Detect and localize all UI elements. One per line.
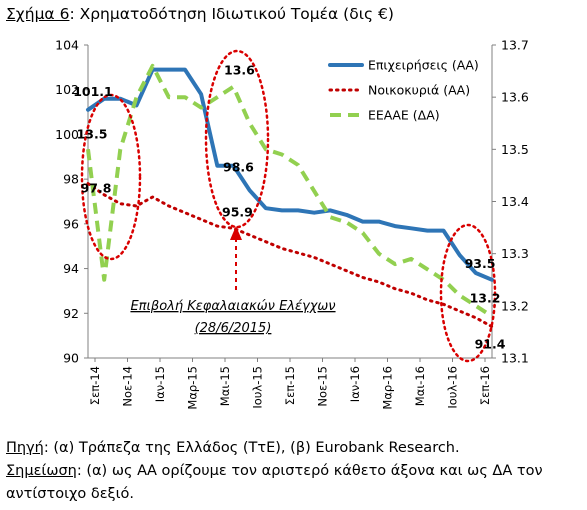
series-line-3 bbox=[86, 63, 494, 318]
left-tick-label: 98 bbox=[63, 172, 79, 187]
source-line: Πηγή: (α) Τράπεζα της Ελλάδος (ΤτΕ), (β)… bbox=[6, 437, 576, 460]
left-tick-label: 100 bbox=[55, 127, 79, 142]
x-tick-label: Σεπ-15 bbox=[283, 366, 297, 405]
x-tick-label: Ιαν-16 bbox=[348, 366, 362, 402]
left-tick-label: 92 bbox=[63, 306, 79, 321]
annotation-line-1: Επιβολή Κεφαλαιακών Ελέγχων bbox=[130, 299, 335, 314]
x-tick-label: Μαι-15 bbox=[218, 366, 232, 406]
data-label: 101.1 bbox=[73, 84, 113, 99]
note-text: : (α) ως ΑΑ ορίζουμε τον αριστερό κάθετο… bbox=[6, 463, 543, 502]
data-label: 13.5 bbox=[77, 126, 108, 141]
note-label: Σημείωση bbox=[6, 463, 77, 479]
series-line-2 bbox=[86, 182, 494, 329]
annotation-arrow-head bbox=[230, 226, 242, 240]
source-text: : (α) Τράπεζα της Ελλάδος (ΤτΕ), (β) Eur… bbox=[43, 440, 460, 456]
left-tick-label: 102 bbox=[55, 82, 79, 97]
highlight-ellipse-2 bbox=[204, 49, 270, 229]
legend: Επιχειρήσεις (ΑΑ) Νοικοκυριά (ΑΑ) ΕΕΑΑΕ (Δ… bbox=[328, 58, 479, 123]
x-tick-label: Νοε-15 bbox=[316, 366, 330, 407]
data-label: 98.6 bbox=[223, 160, 254, 175]
annotation: Επιβολή Κεφαλαιακών Ελέγχων (28/6/2015) bbox=[130, 226, 336, 336]
x-tick-label: Μαρ-16 bbox=[381, 366, 395, 410]
series-line-1 bbox=[86, 67, 494, 282]
highlight-ellipse-3 bbox=[439, 223, 497, 363]
legend-label: Νοικοκυριά (ΑΑ) bbox=[368, 83, 470, 98]
right-tick-label: 13.3 bbox=[501, 246, 529, 261]
x-tick-label: Ιουλ-15 bbox=[251, 366, 265, 409]
left-tick-label: 90 bbox=[63, 351, 79, 366]
right-tick-label: 13.7 bbox=[501, 38, 529, 53]
data-label: 95.9 bbox=[222, 204, 253, 219]
x-tick-label: Μαρ-15 bbox=[186, 366, 200, 410]
data-label: 93.5 bbox=[465, 256, 496, 271]
data-labels: 101.1 13.5 97.8 13.6 98.6 95.9 93.5 13.2 91.4 bbox=[73, 63, 505, 352]
left-tick-label: 104 bbox=[55, 38, 79, 53]
right-tick-label: 13.2 bbox=[501, 298, 529, 313]
x-tick-label: Νοε-14 bbox=[121, 366, 135, 407]
highlight-ellipses bbox=[80, 49, 497, 363]
highlight-ellipse-1 bbox=[80, 93, 142, 261]
chart-title: Σχήμα 6: Χρηματοδότηση Ιδιωτικού Τομέα (… bbox=[6, 5, 394, 23]
line-chart: 909294969810010210413.113.213.313.413.51… bbox=[55, 38, 529, 410]
left-tick-label: 94 bbox=[63, 261, 79, 276]
footer: Πηγή: (α) Τράπεζα της Ελλάδος (ΤτΕ), (β)… bbox=[6, 437, 576, 506]
right-tick-label: 13.5 bbox=[501, 142, 529, 157]
legend-label: ΕΕΑΑΕ (ΔΑ) bbox=[368, 108, 440, 123]
note-line: Σημείωση: (α) ως ΑΑ ορίζουμε τον αριστερ… bbox=[6, 460, 576, 506]
x-tick-label: Ιαν-15 bbox=[153, 366, 167, 402]
title-label: Σχήμα 6 bbox=[6, 5, 70, 23]
right-tick-label: 13.1 bbox=[501, 351, 529, 366]
data-label: 13.2 bbox=[470, 290, 501, 305]
series-lines bbox=[86, 63, 494, 329]
right-tick-label: 13.6 bbox=[501, 90, 529, 105]
right-tick-label: 13.4 bbox=[501, 194, 529, 209]
data-label: 13.6 bbox=[224, 63, 255, 78]
x-tick-label: Σεπ-16 bbox=[478, 366, 492, 405]
left-tick-label: 96 bbox=[63, 216, 79, 231]
x-tick-label: Ιουλ-16 bbox=[446, 366, 460, 409]
x-tick-label: Σεπ-14 bbox=[88, 366, 102, 405]
axes: 909294969810010210413.113.213.313.413.51… bbox=[55, 38, 529, 410]
title-text: : Χρηματοδότηση Ιδιωτικού Τομέα (δις €) bbox=[69, 5, 394, 23]
legend-label: Επιχειρήσεις (ΑΑ) bbox=[368, 58, 479, 73]
data-label: 91.4 bbox=[475, 337, 506, 352]
data-label: 97.8 bbox=[81, 181, 112, 196]
annotation-line-2: (28/6/2015) bbox=[195, 321, 272, 336]
x-tick-label: Μαι-16 bbox=[413, 366, 427, 406]
source-label: Πηγή bbox=[6, 440, 44, 456]
